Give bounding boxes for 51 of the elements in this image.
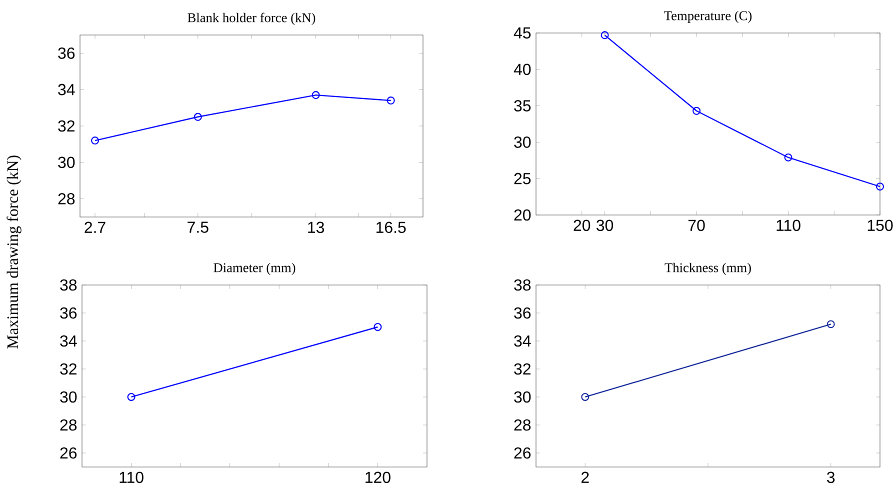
y-tick-label: 26 [60,447,77,459]
x-tick-label: 110 [776,220,800,232]
y-tick-label: 45 [514,27,531,39]
y-tick-label: 28 [60,419,77,431]
x-tick-label: 30 [596,220,614,232]
x-tick-label: 2.7 [84,222,106,233]
y-tick-label: 28 [58,193,75,204]
y-tick-label: 38 [514,279,531,291]
x-tick-label: 110 [120,472,144,484]
x-tick-label: 120 [366,472,390,484]
point [784,153,792,162]
y-tick-label: 28 [514,419,531,431]
chart-title: Diameter (mm) [214,262,296,275]
x-tick-label: 20 [574,220,590,232]
y-tick-label: 30 [60,391,77,403]
y-tick-label: 26 [514,447,531,459]
point [194,112,202,121]
point [600,31,609,40]
x-tick-label: 13 [308,222,324,234]
y-tick-label: 40 [514,64,531,76]
chart-title: Temperature (C) [664,10,752,23]
y-tick-label: 30 [514,136,531,148]
chart-title: Blank holder force (kN) [188,12,316,25]
x-tick-label: 16.5 [376,222,406,234]
x-tick-label: 7.5 [188,222,208,233]
y-tick-label: 35 [514,100,531,112]
y-tick-label: 30 [514,391,531,403]
point [312,91,320,100]
y-tick-label: 36 [60,307,77,319]
chart-title: Thickness (mm) [664,262,751,275]
y-tick-label: 36 [58,48,75,59]
y-tick-label: 34 [514,335,531,347]
point [876,182,884,191]
y-tick-label: 25 [514,172,531,184]
y-tick-label: 38 [60,279,77,291]
point [386,96,395,105]
point [692,106,701,115]
y-tick-label: 32 [58,120,74,132]
x-tick-label: 150 [868,220,893,232]
x-tick-label: 2 [581,472,589,483]
y-tick-label: 34 [60,335,77,347]
y-tick-label: 30 [58,156,75,168]
x-tick-label: 70 [688,220,705,232]
point [91,136,100,145]
y-tick-label: 34 [58,84,75,96]
y-tick-label: 32 [60,363,76,375]
y-tick-label: 20 [514,209,531,221]
y-tick-label: 32 [514,363,530,375]
y-tick-label: 36 [514,307,531,319]
x-tick-label: 3 [827,472,835,484]
y-axis-title: Maximum drawing force (kN) [6,156,22,349]
